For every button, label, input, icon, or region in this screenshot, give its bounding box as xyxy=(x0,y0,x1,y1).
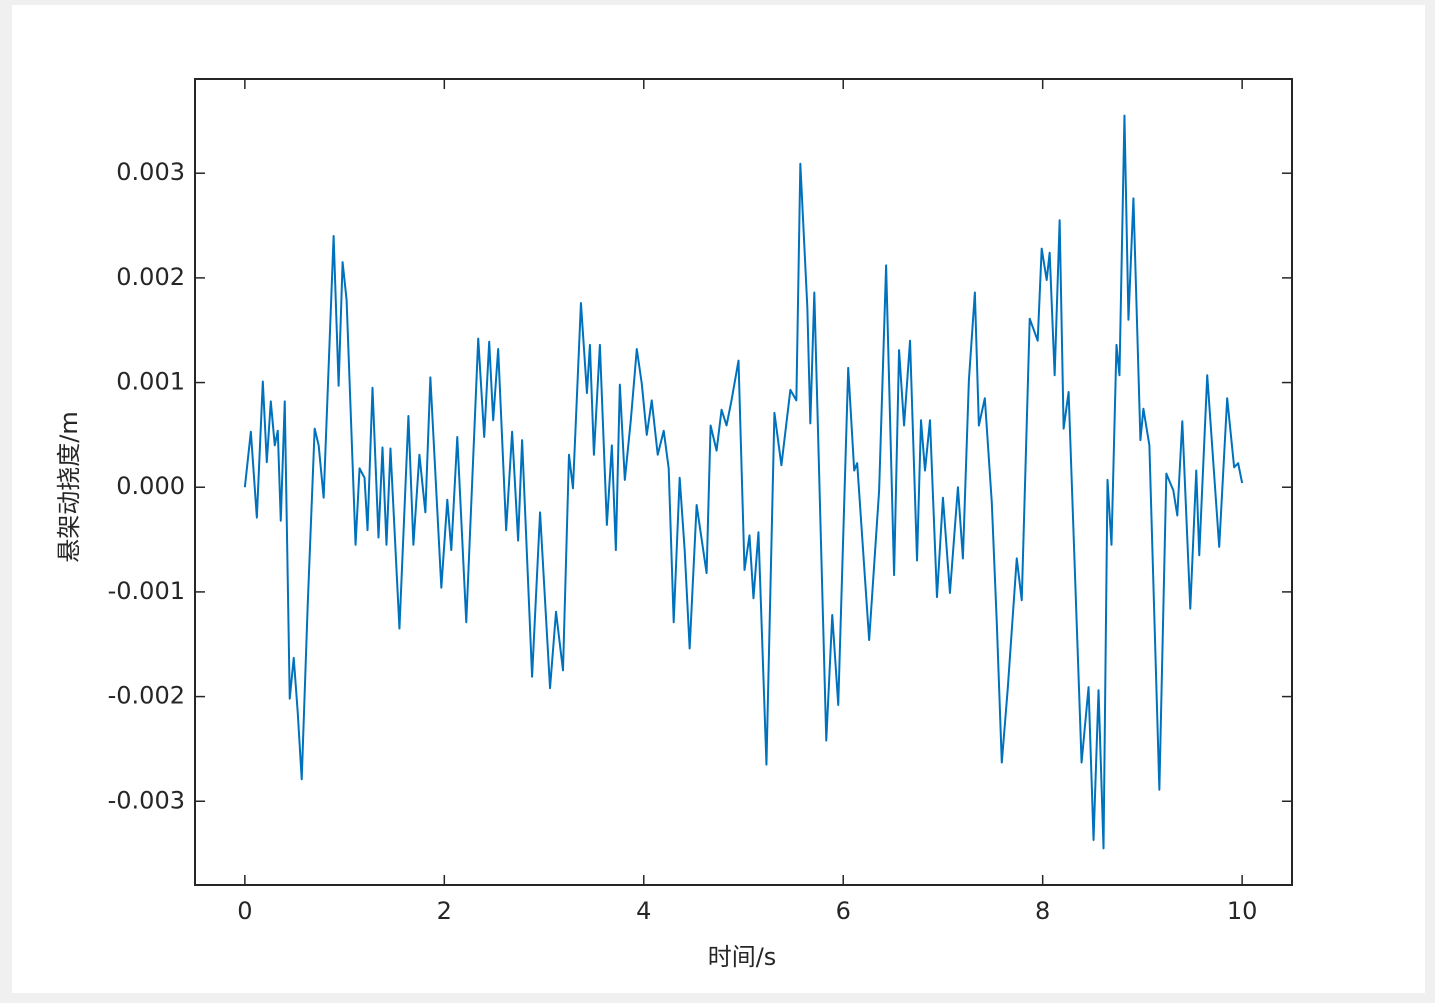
x-tick-label: 4 xyxy=(636,897,651,925)
y-tick-label: -0.002 xyxy=(108,682,185,710)
x-tick-label: 2 xyxy=(437,897,452,925)
x-axis-label: 时间/s xyxy=(708,943,777,971)
x-tick-label: 0 xyxy=(237,897,252,925)
x-tick-label: 6 xyxy=(836,897,851,925)
y-tick-label: 0.000 xyxy=(116,472,185,500)
y-axis-label: 悬架动挠度/m xyxy=(55,411,83,562)
y-tick-label: -0.001 xyxy=(108,577,185,605)
y-tick-label: 0.003 xyxy=(116,158,185,186)
y-tick-label: 0.001 xyxy=(116,368,185,396)
x-tick-label: 8 xyxy=(1035,897,1050,925)
y-tick-label: 0.002 xyxy=(116,263,185,291)
axes-box xyxy=(194,78,1293,886)
x-tick-label: 10 xyxy=(1227,897,1258,925)
figure-background xyxy=(12,5,1425,993)
y-tick-label: -0.003 xyxy=(108,786,185,814)
data-line xyxy=(243,114,1244,850)
